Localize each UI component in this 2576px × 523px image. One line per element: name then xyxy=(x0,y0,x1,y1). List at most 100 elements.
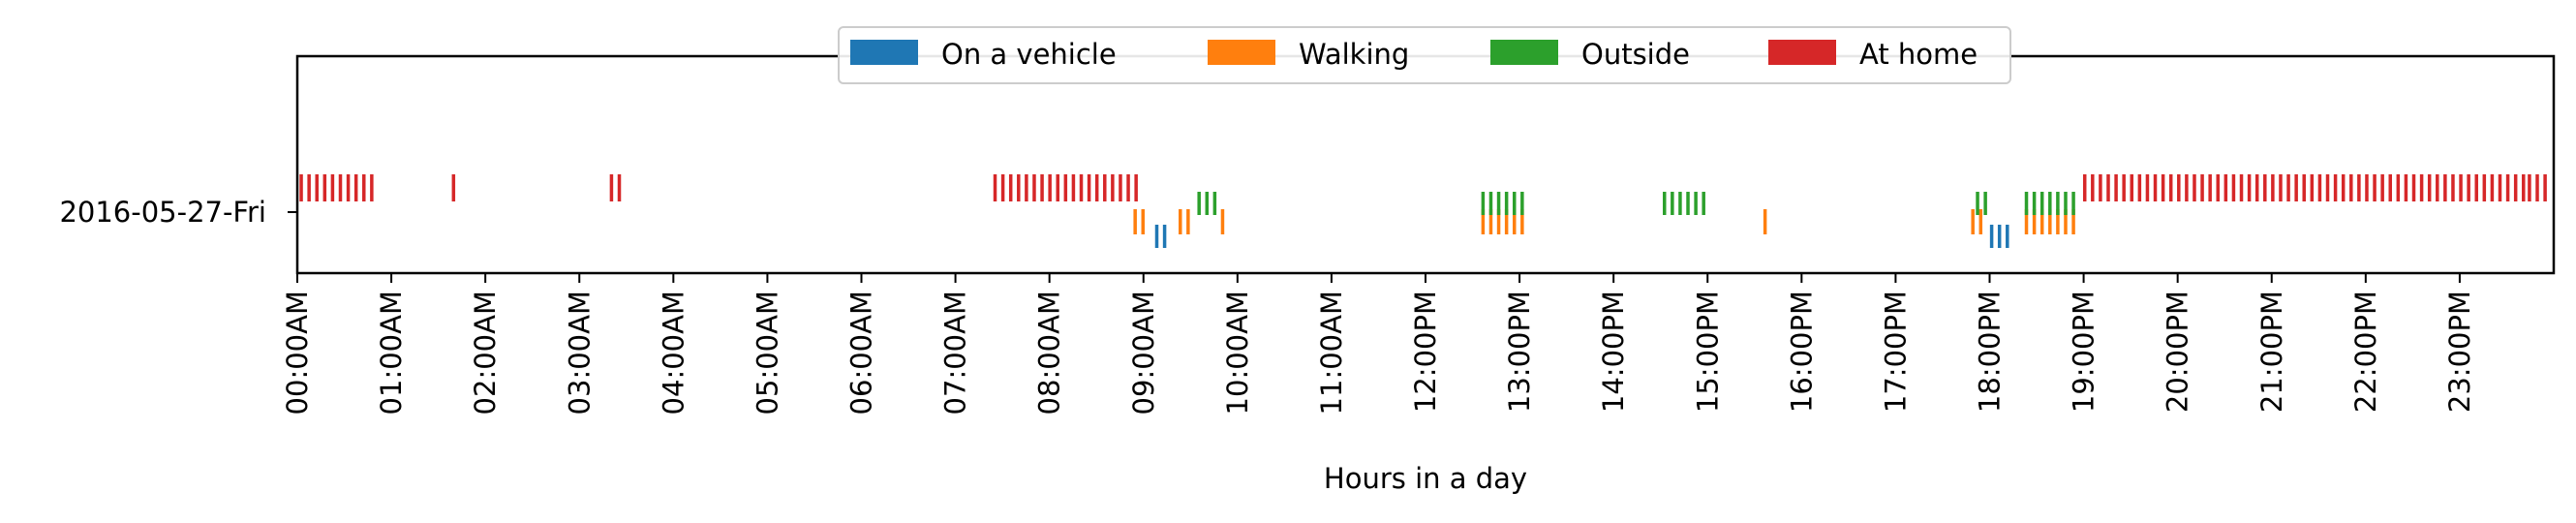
bar-at-home xyxy=(2443,174,2447,201)
bar-walking xyxy=(1186,209,1190,234)
bar-at-home xyxy=(2153,174,2158,201)
bar-outside xyxy=(1481,192,1486,215)
bar-at-home xyxy=(2247,174,2252,201)
bar-at-home xyxy=(1103,174,1107,201)
bar-at-home xyxy=(2349,174,2353,201)
bar-outside xyxy=(2048,192,2052,215)
bar-walking xyxy=(1520,209,1524,234)
bar-at-home xyxy=(1126,174,1130,201)
bar-at-home xyxy=(2522,174,2526,201)
legend: On a vehicle Walking Outside At home xyxy=(838,26,2011,84)
bar-outside xyxy=(2071,192,2075,215)
x-tick-label: 06:00AM xyxy=(845,291,878,415)
legend-swatch-outside xyxy=(1490,40,1558,65)
x-tick-label: 15:00PM xyxy=(1691,291,1724,413)
bar-at-home xyxy=(1087,174,1091,201)
bar-outside xyxy=(1694,192,1698,215)
x-axis-label: Hours in a day xyxy=(1324,462,1527,495)
bar-outside xyxy=(1702,192,1705,215)
bar-at-home xyxy=(1056,174,1059,201)
x-tick-label: 05:00AM xyxy=(751,291,783,415)
bar-at-home xyxy=(2459,174,2463,201)
x-tick-label: 03:00AM xyxy=(563,291,596,415)
x-tick-label: 11:00AM xyxy=(1315,291,1348,415)
bar-at-home xyxy=(1040,174,1044,201)
bar-at-home xyxy=(2535,174,2539,201)
plot-area xyxy=(295,54,2556,275)
x-tick-label: 17:00PM xyxy=(1879,291,1912,413)
bar-at-home xyxy=(2099,174,2102,201)
legend-label-on-a-vehicle: On a vehicle xyxy=(941,38,1117,71)
bar-at-home xyxy=(2168,174,2173,201)
x-axis: 00:00AM 01:00AM 02:00AM 03:00AM 04:00AM 05:00… xyxy=(281,273,2476,415)
bar-at-home xyxy=(2451,174,2455,201)
bar-outside xyxy=(1212,192,1217,215)
bar-walking xyxy=(1488,209,1493,234)
bar-outside xyxy=(1983,192,1987,215)
bar-walking xyxy=(2039,209,2044,234)
bar-at-home xyxy=(2254,174,2259,201)
x-tick-label: 01:00AM xyxy=(375,291,408,415)
bar-at-home xyxy=(299,174,303,201)
bar-at-home xyxy=(2263,174,2267,201)
bar-at-home xyxy=(2177,174,2181,201)
bar-at-home xyxy=(2380,174,2384,201)
bar-at-home xyxy=(2482,174,2487,201)
x-tick-label: 13:00PM xyxy=(1503,291,1536,413)
bar-outside xyxy=(1671,192,1674,215)
bar-at-home xyxy=(2216,174,2220,201)
bar-at-home xyxy=(1048,174,1052,201)
bar-at-home xyxy=(2114,174,2118,201)
x-tick-label: 16:00PM xyxy=(1785,291,1818,413)
bar-at-home xyxy=(2106,174,2110,201)
bar-outside xyxy=(1663,192,1667,215)
legend-swatch-on-a-vehicle xyxy=(850,40,918,65)
bar-at-home xyxy=(2317,174,2322,201)
bar-at-home xyxy=(2427,174,2432,201)
bar-at-home xyxy=(2082,174,2087,201)
bar-walking xyxy=(1141,209,1146,234)
bar-outside xyxy=(2064,192,2068,215)
x-tick-label: 09:00AM xyxy=(1127,291,1160,415)
bar-outside xyxy=(1488,192,1493,215)
bar-walking xyxy=(1504,209,1509,234)
bar-at-home xyxy=(1119,174,1122,201)
bar-at-home xyxy=(353,174,358,201)
bar-at-home xyxy=(2137,174,2142,201)
legend-frame xyxy=(838,26,2011,84)
bar-walking xyxy=(1179,209,1182,234)
bar-at-home xyxy=(362,174,366,201)
legend-label-walking: Walking xyxy=(1299,38,1409,71)
x-tick-label: 21:00PM xyxy=(2255,291,2288,413)
bar-walking xyxy=(2024,209,2029,234)
bar-at-home xyxy=(1111,174,1115,201)
bar-at-home xyxy=(2357,174,2361,201)
bar-walking xyxy=(1496,209,1501,234)
legend-label-at-home: At home xyxy=(1859,38,1978,71)
bar-at-home xyxy=(2122,174,2126,201)
y-axis: 2016-05-27-Fri xyxy=(59,196,297,229)
bar-outside xyxy=(2032,192,2037,215)
x-tick-label: 14:00PM xyxy=(1597,291,1630,413)
bar-at-home xyxy=(307,174,311,201)
bar-walking xyxy=(2048,209,2052,234)
x-tick-label: 10:00AM xyxy=(1221,291,1254,415)
bar-at-home xyxy=(1017,174,1021,201)
bar-walking xyxy=(1978,209,1983,234)
bar-at-home xyxy=(2239,174,2244,201)
bar-outside xyxy=(2039,192,2044,215)
bar-at-home xyxy=(1032,174,1036,201)
bar-at-home xyxy=(2528,174,2531,201)
bar-outside xyxy=(1686,192,1690,215)
bar-at-home xyxy=(2396,174,2401,201)
x-tick-label: 08:00AM xyxy=(1033,291,1066,415)
bar-outside xyxy=(1512,192,1517,215)
y-tick-label: 2016-05-27-Fri xyxy=(59,196,266,229)
bar-at-home xyxy=(2231,174,2236,201)
bar-at-home xyxy=(2436,174,2439,201)
legend-label-outside: Outside xyxy=(1581,38,1690,71)
bar-outside xyxy=(1520,192,1524,215)
bar-at-home xyxy=(2388,174,2392,201)
bar-at-home xyxy=(1000,174,1005,201)
legend-swatch-at-home xyxy=(1768,40,1836,65)
